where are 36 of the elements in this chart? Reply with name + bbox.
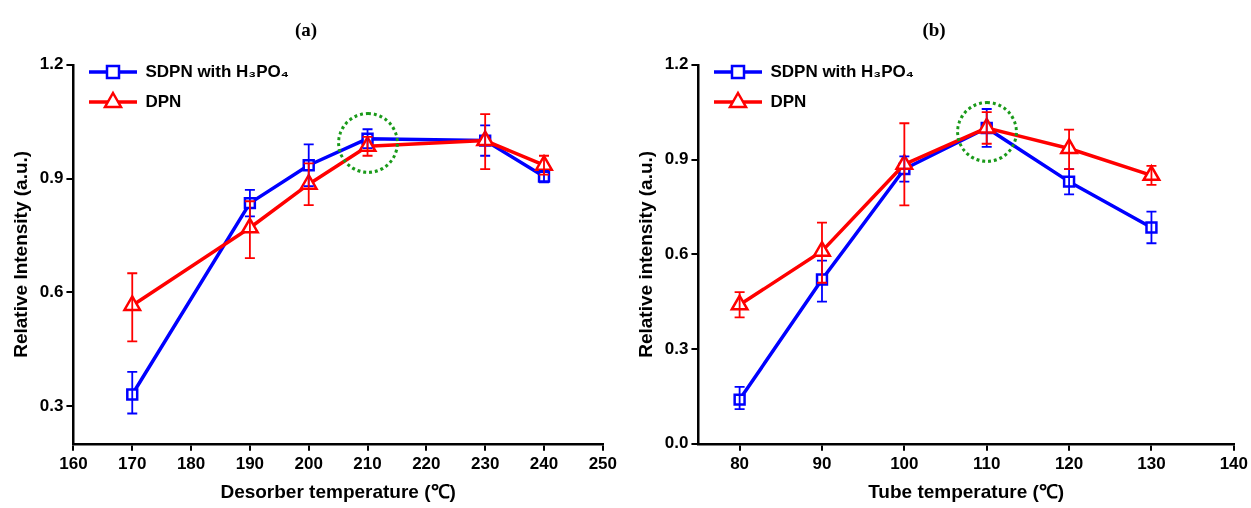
- x-tick-label: 200: [294, 453, 323, 473]
- x-tick-label: 130: [1137, 453, 1166, 473]
- y-tick-label: 0.3: [39, 395, 64, 415]
- y-axis-title: Relative Intensity (a.u.): [9, 150, 31, 358]
- x-tick-label: 230: [470, 453, 500, 473]
- x-tick-label: 170: [118, 453, 147, 473]
- y-axis-title: Relative intensity (a.u.): [634, 150, 656, 358]
- legend-label: SDPN with H₃PO₄: [770, 61, 914, 82]
- y-tick-label: 0.6: [664, 243, 689, 263]
- x-tick-label: 120: [1054, 453, 1084, 473]
- x-tick-label: 180: [176, 453, 206, 473]
- legend-label: DPN: [145, 91, 182, 112]
- y-tick-label: 0.6: [39, 281, 64, 301]
- x-axis-title: Tube temperature (℃): [868, 480, 1065, 502]
- legend-label: SDPN with H₃PO₄: [145, 61, 289, 82]
- legend-label: DPN: [770, 91, 807, 112]
- x-tick-label: 210: [353, 453, 382, 473]
- x-tick-label: 90: [812, 453, 832, 473]
- x-tick-label: 110: [973, 453, 1001, 473]
- x-tick-label: 140: [1219, 453, 1249, 473]
- chart-title: (b): [922, 19, 946, 42]
- x-tick-label: 160: [59, 453, 88, 473]
- y-tick-label: 0.3: [664, 338, 689, 358]
- chart-title: (a): [294, 19, 318, 42]
- y-tick-label: 0.9: [664, 149, 689, 169]
- x-tick-label: 100: [890, 453, 919, 473]
- x-tick-label: 190: [235, 453, 265, 473]
- y-tick-label: 1.2: [39, 54, 64, 74]
- y-tick-label: 0.9: [39, 168, 64, 188]
- x-axis-title: Desorber temperature (℃): [220, 480, 456, 502]
- y-tick-label: 1.2: [664, 54, 689, 74]
- x-tick-label: 80: [730, 453, 750, 473]
- x-tick-label: 250: [588, 453, 618, 473]
- x-tick-label: 220: [412, 453, 441, 473]
- x-tick-label: 240: [529, 453, 559, 473]
- y-tick-label: 0.0: [664, 433, 689, 453]
